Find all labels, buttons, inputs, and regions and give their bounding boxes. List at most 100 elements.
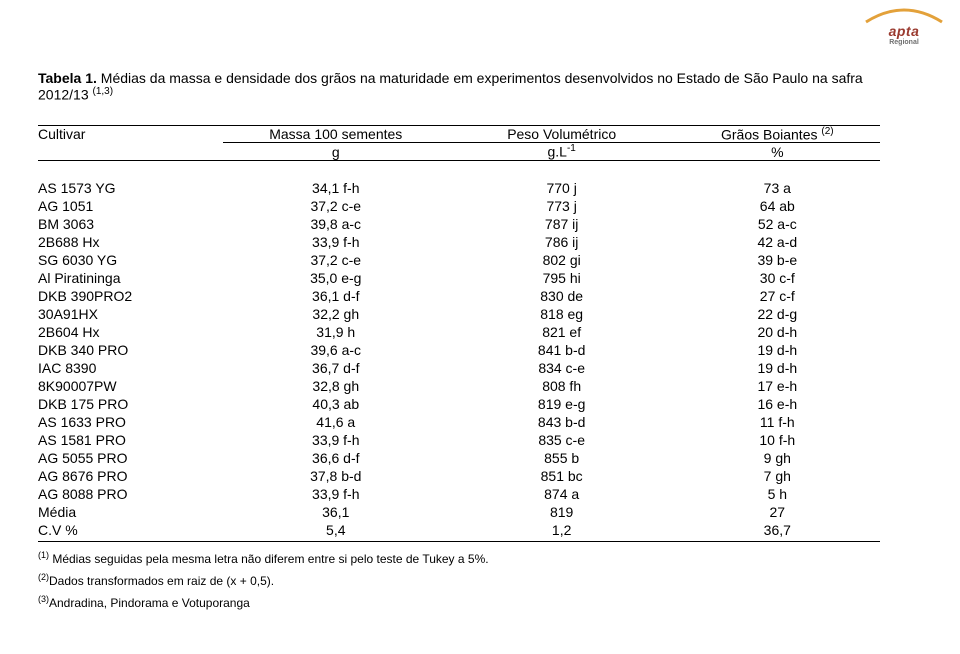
unit-pct: % [675,143,880,160]
table-cell: 770 j [449,179,675,197]
footnote-text: Médias seguidas pela mesma letra não dif… [49,552,489,566]
table-cell: 37,2 c-e [223,251,449,269]
table-cell: 7 gh [675,467,880,485]
table-cell: AS 1581 PRO [38,431,223,449]
table-row: AG 5055 PRO36,6 d-f855 b9 gh [38,449,880,467]
table-row: DKB 340 PRO39,6 a-c841 b-d19 d-h [38,341,880,359]
table-cell: 27 [675,503,880,521]
table-cell: AG 8676 PRO [38,467,223,485]
table-cell: 786 ij [449,233,675,251]
table-row: DKB 390PRO236,1 d-f830 de27 c-f [38,287,880,305]
table-cell: 8K90007PW [38,377,223,395]
table-cell: DKB 340 PRO [38,341,223,359]
table-cell: 27 c-f [675,287,880,305]
footnote: (1) Médias seguidas pela mesma letra não… [38,546,880,568]
table-cell: 39,6 a-c [223,341,449,359]
header-massa: Massa 100 sementes [223,126,449,143]
table-cell: 33,9 f-h [223,233,449,251]
table-cell: 19 d-h [675,341,880,359]
table-cell: 36,6 d-f [223,449,449,467]
unit-gl-base: g.L [547,144,566,160]
unit-g: g [223,143,449,160]
table-cell: 31,9 h [223,323,449,341]
page-content: Tabela 1. Médias da massa e densidade do… [38,70,880,612]
table-header: Cultivar Massa 100 sementes Peso Volumét… [38,125,880,161]
table-cell: 10 f-h [675,431,880,449]
table-cell: 36,7 [675,521,880,539]
table-row: DKB 175 PRO40,3 ab819 e-g16 e-h [38,395,880,413]
table-row: SG 6030 YG37,2 c-e802 gi39 b-e [38,251,880,269]
table-row: AS 1581 PRO33,9 f-h835 c-e10 f-h [38,431,880,449]
table-cell: 30A91HX [38,305,223,323]
table-row: Média36,181927 [38,503,880,521]
table-cell: C.V % [38,521,223,539]
table-cell: 802 gi [449,251,675,269]
logo: apta Regional [862,6,946,46]
table-cell: 32,2 gh [223,305,449,323]
table-bottom-rule [38,541,880,542]
table-cell: 22 d-g [675,305,880,323]
table-row: BM 306339,8 a-c787 ij52 a-c [38,215,880,233]
table-cell: 36,1 d-f [223,287,449,305]
table-row: 2B688 Hx33,9 f-h786 ij42 a-d [38,233,880,251]
table-cell: 773 j [449,197,675,215]
table-cell: DKB 390PRO2 [38,287,223,305]
table-cell: 9 gh [675,449,880,467]
table-cell: 835 c-e [449,431,675,449]
table-cell: 39,8 a-c [223,215,449,233]
table-cell: Al Piratininga [38,269,223,287]
table-row: AG 8088 PRO33,9 f-h874 a5 h [38,485,880,503]
header-peso: Peso Volumétrico [449,126,675,143]
table-cell: SG 6030 YG [38,251,223,269]
table-row: AS 1573 YG34,1 f-h770 j73 a [38,179,880,197]
header-graos-text: Grãos Boiantes [721,126,821,142]
table-cell: 821 ef [449,323,675,341]
table-cell: 30 c-f [675,269,880,287]
table-cell: 64 ab [675,197,880,215]
table-cell: 34,1 f-h [223,179,449,197]
table-row: AG 8676 PRO37,8 b-d851 bc7 gh [38,467,880,485]
unit-gl: g.L-1 [449,143,675,160]
table-cell: 17 e-h [675,377,880,395]
table-cell: 830 de [449,287,675,305]
table-cell: 33,9 f-h [223,485,449,503]
table-cell: 36,1 [223,503,449,521]
table-cell: 808 fh [449,377,675,395]
table-caption: Tabela 1. Médias da massa e densidade do… [38,70,880,103]
table-cell: 16 e-h [675,395,880,413]
table-cell: 19 d-h [675,359,880,377]
table-cell: 795 hi [449,269,675,287]
table-cell: BM 3063 [38,215,223,233]
table-cell: 37,2 c-e [223,197,449,215]
table-cell: 40,3 ab [223,395,449,413]
caption-bold: Tabela 1. [38,70,97,86]
table-cell: 35,0 e-g [223,269,449,287]
table-row: AS 1633 PRO41,6 a843 b-d11 f-h [38,413,880,431]
table-cell: AS 1573 YG [38,179,223,197]
table-cell: 855 b [449,449,675,467]
table-cell: 32,8 gh [223,377,449,395]
table-cell: 2B604 Hx [38,323,223,341]
footnote-text: Andradina, Pindorama e Votuporanga [49,596,250,610]
table-cell: DKB 175 PRO [38,395,223,413]
table-row: 2B604 Hx31,9 h821 ef20 d-h [38,323,880,341]
table-cell: 818 eg [449,305,675,323]
table-cell: 5,4 [223,521,449,539]
table-cell: 851 bc [449,467,675,485]
table-cell: AS 1633 PRO [38,413,223,431]
logo-text-2: Regional [862,38,946,47]
table-row: IAC 839036,7 d-f834 c-e19 d-h [38,359,880,377]
caption-sup: (1,3) [93,86,114,97]
table-cell: 819 [449,503,675,521]
unit-gl-sup: -1 [567,143,576,154]
table-cell: AG 1051 [38,197,223,215]
footnote-sup: (3) [38,594,49,604]
footnote-sup: (1) [38,550,49,560]
table-cell: 20 d-h [675,323,880,341]
footnote: (3)Andradina, Pindorama e Votuporanga [38,590,880,612]
table-row: Al Piratininga35,0 e-g795 hi30 c-f [38,269,880,287]
table-row: 8K90007PW32,8 gh808 fh17 e-h [38,377,880,395]
table-cell: 11 f-h [675,413,880,431]
table-cell: 1,2 [449,521,675,539]
header-cultivar: Cultivar [38,126,223,144]
